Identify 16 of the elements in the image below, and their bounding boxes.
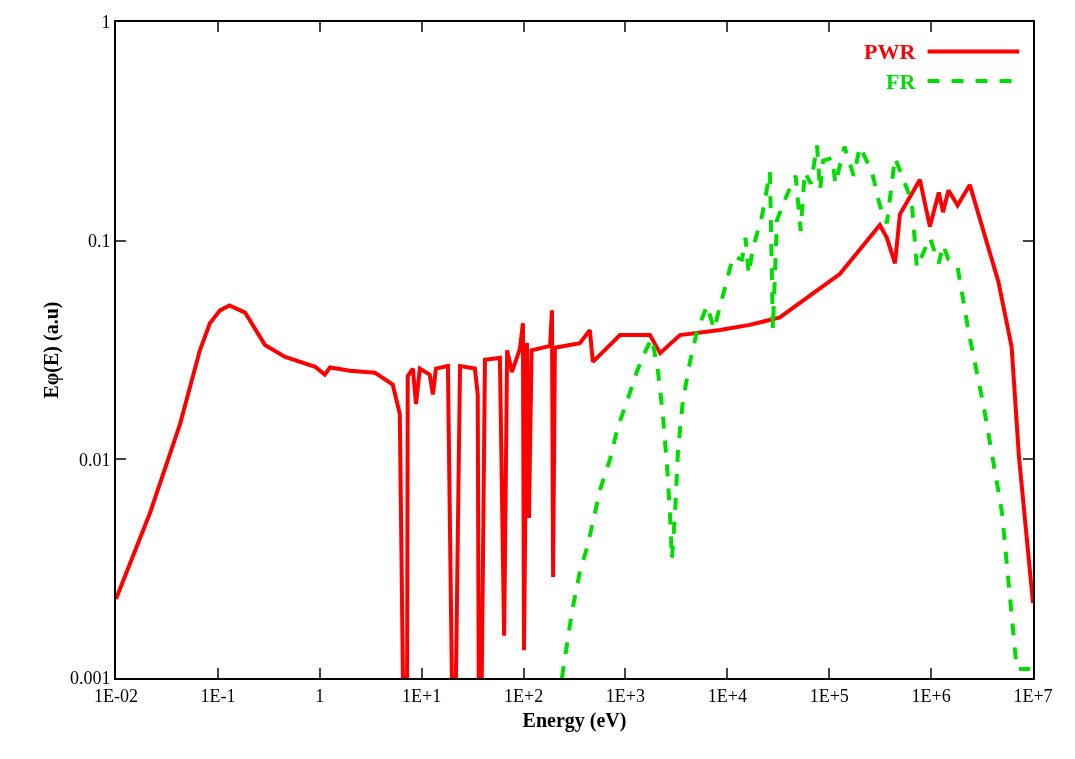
x-tick-label: 1E+1 bbox=[402, 685, 442, 706]
y-tick-label: 0.01 bbox=[78, 449, 111, 470]
x-tick-label: 1E+5 bbox=[809, 685, 849, 706]
x-tick-label: 1E+3 bbox=[605, 685, 646, 706]
y-tick-label: 1 bbox=[101, 12, 111, 33]
legend-label: FR bbox=[886, 69, 917, 94]
x-axis-title: Energy (eV) bbox=[522, 708, 627, 732]
x-tick-label: 1E-1 bbox=[200, 685, 236, 706]
x-tick-label: 1E+4 bbox=[707, 685, 747, 706]
x-tick-label: 1E+7 bbox=[1013, 685, 1053, 706]
x-tick-label: 1E+2 bbox=[503, 685, 544, 706]
y-tick-label: 0.1 bbox=[87, 230, 111, 251]
x-tick-label: 1 bbox=[315, 685, 325, 706]
y-axis-title: Eφ(E) (a.u) bbox=[39, 301, 63, 399]
legend-label: PWR bbox=[864, 39, 917, 64]
x-tick-label: 1E+6 bbox=[911, 685, 951, 706]
